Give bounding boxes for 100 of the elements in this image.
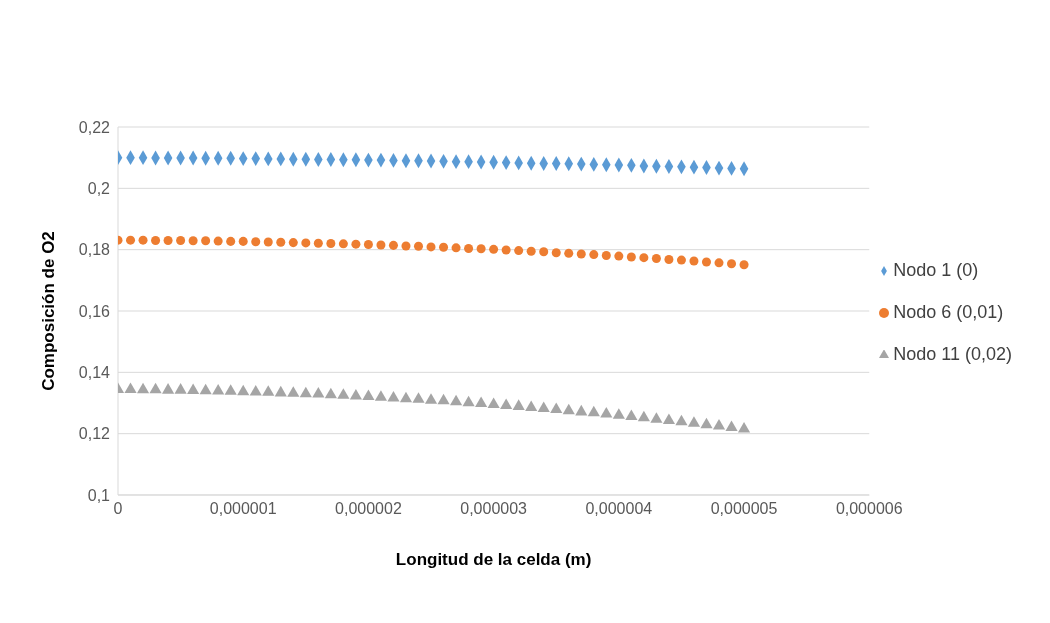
point [238,236,248,246]
point [489,244,499,254]
point [464,243,474,253]
point [689,256,699,266]
point [437,393,450,405]
legend-label: Nodo 6 (0,01) [893,301,1004,322]
point [449,394,463,406]
point [727,259,737,269]
point [587,405,600,417]
point [349,388,362,400]
point [338,239,348,249]
point [376,240,386,250]
point [151,235,161,245]
point [351,239,361,249]
point [676,255,686,265]
point [564,248,574,258]
point [212,384,225,395]
x-tick-label: 0 [113,500,123,518]
point [476,244,486,254]
point [226,236,236,246]
point [374,390,388,401]
point [251,237,261,247]
point [701,257,711,267]
point [700,417,713,429]
point [612,408,625,419]
point [324,387,337,399]
x-tick-label: 0,000003 [460,500,528,518]
point [687,416,701,427]
point [213,236,223,246]
point [249,384,262,396]
point [712,418,726,430]
point [149,382,162,394]
point [312,387,325,398]
point [263,237,273,247]
point [614,251,624,261]
point [187,383,200,394]
point [174,383,187,394]
y-tick-label: 0,18 [78,241,111,259]
point [262,385,275,396]
point [412,392,425,403]
point [451,243,461,253]
point [287,386,300,397]
point [625,409,638,420]
point [537,401,550,413]
point [500,398,513,409]
point [387,391,400,402]
point [424,393,438,404]
point [514,246,524,256]
y-tick-label: 0,2 [87,180,111,198]
point [188,236,198,246]
y-tick-label: 0,12 [78,425,111,443]
point [650,412,663,423]
point [725,420,738,432]
point [600,407,613,418]
point [163,235,173,245]
point [562,403,575,415]
point [512,399,525,410]
point [201,236,211,246]
point [426,242,436,252]
point [126,235,136,245]
point [662,413,675,424]
point [136,382,150,394]
point [550,402,563,413]
point [388,240,398,250]
point [301,238,311,248]
point [626,252,636,262]
x-tick-label: 0,000004 [585,500,653,518]
point [501,245,511,255]
point [551,248,561,258]
point [237,384,250,396]
point [439,242,449,252]
point [224,384,237,395]
x-tick-label: 0,000006 [835,500,903,518]
legend-label: Nodo 1 (0) [893,259,979,280]
point [363,239,373,249]
legend-label: Nodo 11 (0,02) [893,343,1012,364]
point [299,386,312,398]
point [274,385,287,397]
point [399,391,413,403]
y-tick-label: 0,22 [78,118,111,136]
point [575,404,588,416]
y-axis-title: Composición de O2 [39,231,59,391]
x-tick-label: 0,000002 [335,500,402,518]
x-tick-label: 0,000005 [710,500,778,518]
point [176,235,186,245]
point [413,241,424,251]
point [276,237,286,247]
point [124,382,137,394]
point [313,238,323,248]
point [739,260,749,270]
point [651,254,661,264]
point [539,247,549,257]
point [462,395,475,407]
point [637,410,650,422]
point [337,388,350,399]
y-tick-label: 0,16 [78,302,111,320]
point [326,239,336,249]
point [639,253,649,263]
point [401,241,411,251]
x-axis-title: Longitud de la celda (m) [395,550,592,569]
